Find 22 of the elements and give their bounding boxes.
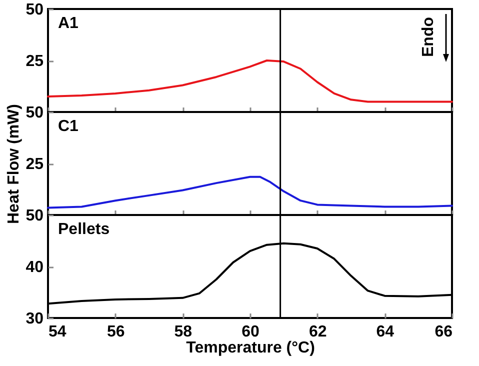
chart-title: A1 <box>58 15 79 32</box>
x-tick-label: 62 <box>308 324 327 340</box>
x-tick-label: 60 <box>242 324 260 340</box>
chart-title: C1 <box>58 118 79 135</box>
y-tick-label: 50 <box>26 2 44 18</box>
x-tick-label: 66 <box>434 324 453 340</box>
chart-title: Pellets <box>58 221 110 238</box>
y-tick-label: 50 <box>26 208 44 224</box>
x-tick-label: 56 <box>106 324 125 340</box>
x-tick-label: 64 <box>376 324 394 340</box>
line-series <box>47 60 453 103</box>
y-tick-label: 50 <box>26 104 44 122</box>
y-tick-label: 40 <box>26 259 44 276</box>
y-tick-label: 25 <box>26 53 44 70</box>
line-series <box>47 176 453 209</box>
y-axis-title: Heat Flow (mW) <box>6 104 23 224</box>
x-tick-label: 54 <box>48 324 66 340</box>
y-tick-label: 25 <box>26 156 44 173</box>
x-axis-title: Temperature (°C) <box>186 340 315 356</box>
x-tick-label: 58 <box>174 324 192 340</box>
annotation: Endo <box>420 16 437 57</box>
y-tick-label: 30 <box>26 310 44 328</box>
